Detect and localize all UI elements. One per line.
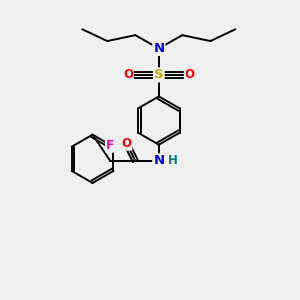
Text: O: O	[123, 68, 133, 81]
Text: N: N	[153, 42, 164, 55]
Text: F: F	[106, 139, 114, 152]
Text: O: O	[122, 137, 131, 150]
Text: H: H	[168, 154, 178, 167]
Text: S: S	[154, 68, 164, 81]
Text: O: O	[185, 68, 195, 81]
Text: N: N	[153, 154, 164, 167]
